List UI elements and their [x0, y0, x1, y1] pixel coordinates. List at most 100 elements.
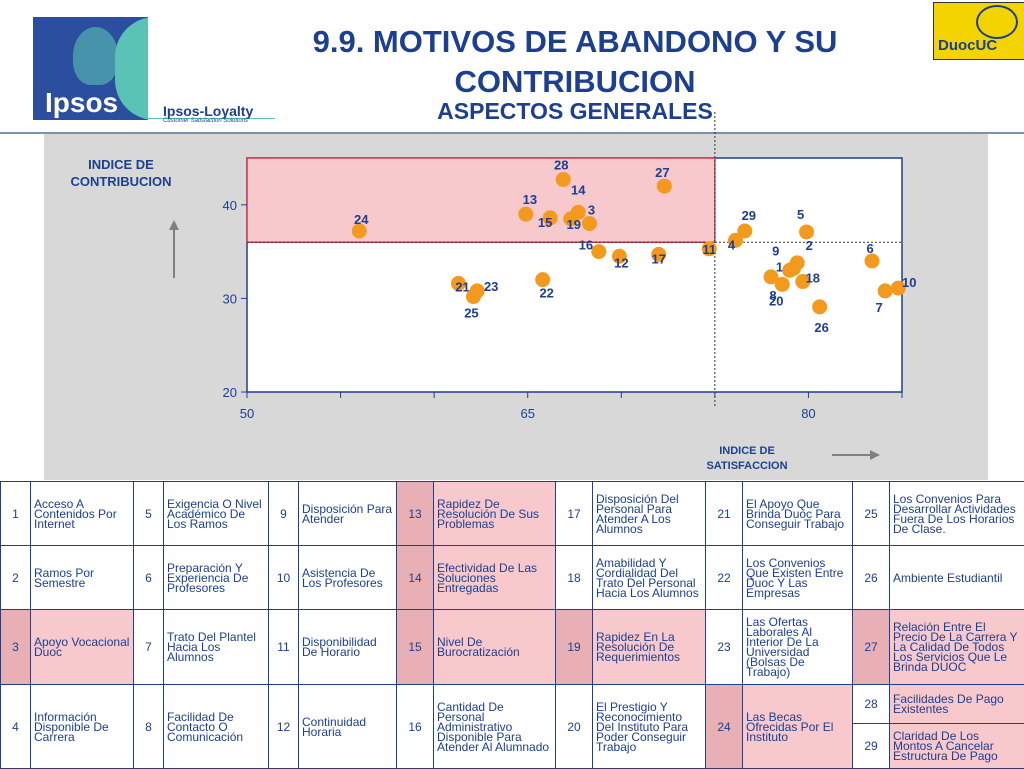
data-label: 10 — [902, 275, 916, 290]
data-point — [657, 179, 672, 194]
data-label: 12 — [614, 255, 628, 270]
legend-text: Continuidad Horaria — [299, 685, 397, 769]
legend-text: Relación Entre El Precio De La Carrera Y… — [890, 610, 1024, 685]
data-point — [799, 224, 814, 239]
x-axis-label: INDICE DE SATISFACCION — [692, 444, 802, 474]
data-label: 22 — [539, 286, 553, 301]
legend-text: Efectividad De Las Soluciones Entregadas — [434, 546, 556, 610]
data-label: 5 — [797, 207, 804, 222]
legend-number: 16 — [397, 685, 434, 769]
y-axis-label: INDICE DE CONTRIBUCION — [62, 156, 180, 190]
legend-text: Exigencia O Nivel Académico De Los Ramos — [164, 482, 269, 546]
legend-number: 4 — [1, 685, 31, 769]
legend-text: Amabilidad Y Cordialidad Del Trato Del P… — [593, 546, 706, 610]
legend-text: Disposición Para Atender — [299, 482, 397, 546]
legend-text: Las Ofertas Laborales Al Interior De La … — [743, 610, 853, 685]
legend-text: Las Becas Ofrecidas Por El Instituto — [743, 685, 853, 769]
legend-text: El Prestigio Y Reconocimiento Del Instit… — [593, 685, 706, 769]
data-label: 17 — [651, 251, 665, 266]
legend-number: 27 — [853, 610, 890, 685]
legend-number: 2 — [1, 546, 31, 610]
data-label: 9 — [772, 243, 779, 258]
legend-number: 17 — [556, 482, 593, 546]
data-label: 24 — [354, 212, 369, 227]
x-tick-label: 80 — [801, 406, 815, 421]
legend-text: Disposición Del Personal Para Atender A … — [593, 482, 706, 546]
legend-number: 15 — [397, 610, 434, 685]
legend-text: Ambiente Estudiantil — [890, 546, 1024, 610]
data-label: 1 — [776, 259, 783, 274]
highlight-region — [247, 158, 715, 242]
data-label: 14 — [571, 182, 586, 197]
legend-text: Disponibilidad De Horario — [299, 610, 397, 685]
legend-text: Rapidez En La Resolución De Requerimient… — [593, 610, 706, 685]
legend-number: 6 — [134, 546, 164, 610]
data-label: 11 — [702, 242, 716, 257]
legend-text: Los Convenios Que Existen Entre Duoc Y L… — [743, 546, 853, 610]
y-tick-label: 30 — [223, 291, 237, 306]
legend-number: 8 — [134, 685, 164, 769]
legend-number: 10 — [269, 546, 299, 610]
legend-text: Facilidad De Contacto O Comunicación — [164, 685, 269, 769]
legend-text: Información Disponible De Carrera — [31, 685, 134, 769]
legend-number: 7 — [134, 610, 164, 685]
y-tick-label: 20 — [223, 385, 237, 400]
legend-number: 14 — [397, 546, 434, 610]
legend-text: Trato Del Plantel Hacia Los Alumnos — [164, 610, 269, 685]
legend-number: 26 — [853, 546, 890, 610]
legend-number: 28 — [853, 685, 890, 724]
data-label: 26 — [814, 320, 828, 335]
legend-text: Preparación Y Experiencia De Profesores — [164, 546, 269, 610]
data-label: 18 — [806, 271, 820, 286]
x-tick-label: 65 — [520, 406, 534, 421]
data-label: 13 — [523, 192, 537, 207]
data-point — [878, 283, 893, 298]
legend-number: 13 — [397, 482, 434, 546]
data-point — [775, 277, 790, 292]
y-tick-label: 40 — [223, 198, 237, 213]
data-point — [556, 172, 571, 187]
legend-number: 5 — [134, 482, 164, 546]
legend-number: 20 — [556, 685, 593, 769]
data-label: 15 — [538, 215, 552, 230]
legend-text: Cantidad De Personal Administrativo Disp… — [434, 685, 556, 769]
legend-number: 23 — [706, 610, 743, 685]
data-label: 27 — [655, 165, 669, 180]
legend-number: 24 — [706, 685, 743, 769]
legend-text: Claridad De Los Montos A Cancelar Estruc… — [893, 724, 1021, 768]
legend-text: Los Convenios Para Desarrollar Actividad… — [890, 482, 1024, 546]
legend-number: 19 — [556, 610, 593, 685]
data-label: 4 — [728, 237, 736, 252]
data-label: 7 — [876, 300, 883, 315]
legend-text: El Apoyo Que Brinda Duoc Para Conseguir … — [743, 482, 853, 546]
data-label: 23 — [484, 279, 498, 294]
data-label: 28 — [554, 158, 568, 173]
legend-number: 22 — [706, 546, 743, 610]
legend-number: 29 — [853, 724, 889, 768]
data-point — [466, 289, 481, 304]
x-arrow-head — [870, 450, 880, 460]
legend-text: Rapidez De Resolución De Sus Problemas — [434, 482, 556, 546]
legend-text: Nivel De Burocratización — [434, 610, 556, 685]
legend-text: Acceso A Contenidos Por Internet — [31, 482, 134, 546]
data-label: 19 — [567, 217, 581, 232]
data-point — [518, 207, 533, 222]
legend-text: Ramos Por Semestre — [31, 546, 134, 610]
data-label: 20 — [769, 293, 783, 308]
legend-text: Asistencia De Los Profesores — [299, 546, 397, 610]
legend-text: Facilidades De Pago Existentes — [890, 685, 1024, 724]
legend-number: 1 — [1, 482, 31, 546]
legend-text: Apoyo Vocacional Duoc — [31, 610, 134, 685]
x-tick-label: 50 — [240, 406, 254, 421]
legend-number: 3 — [1, 610, 31, 685]
legend-number: 21 — [706, 482, 743, 546]
